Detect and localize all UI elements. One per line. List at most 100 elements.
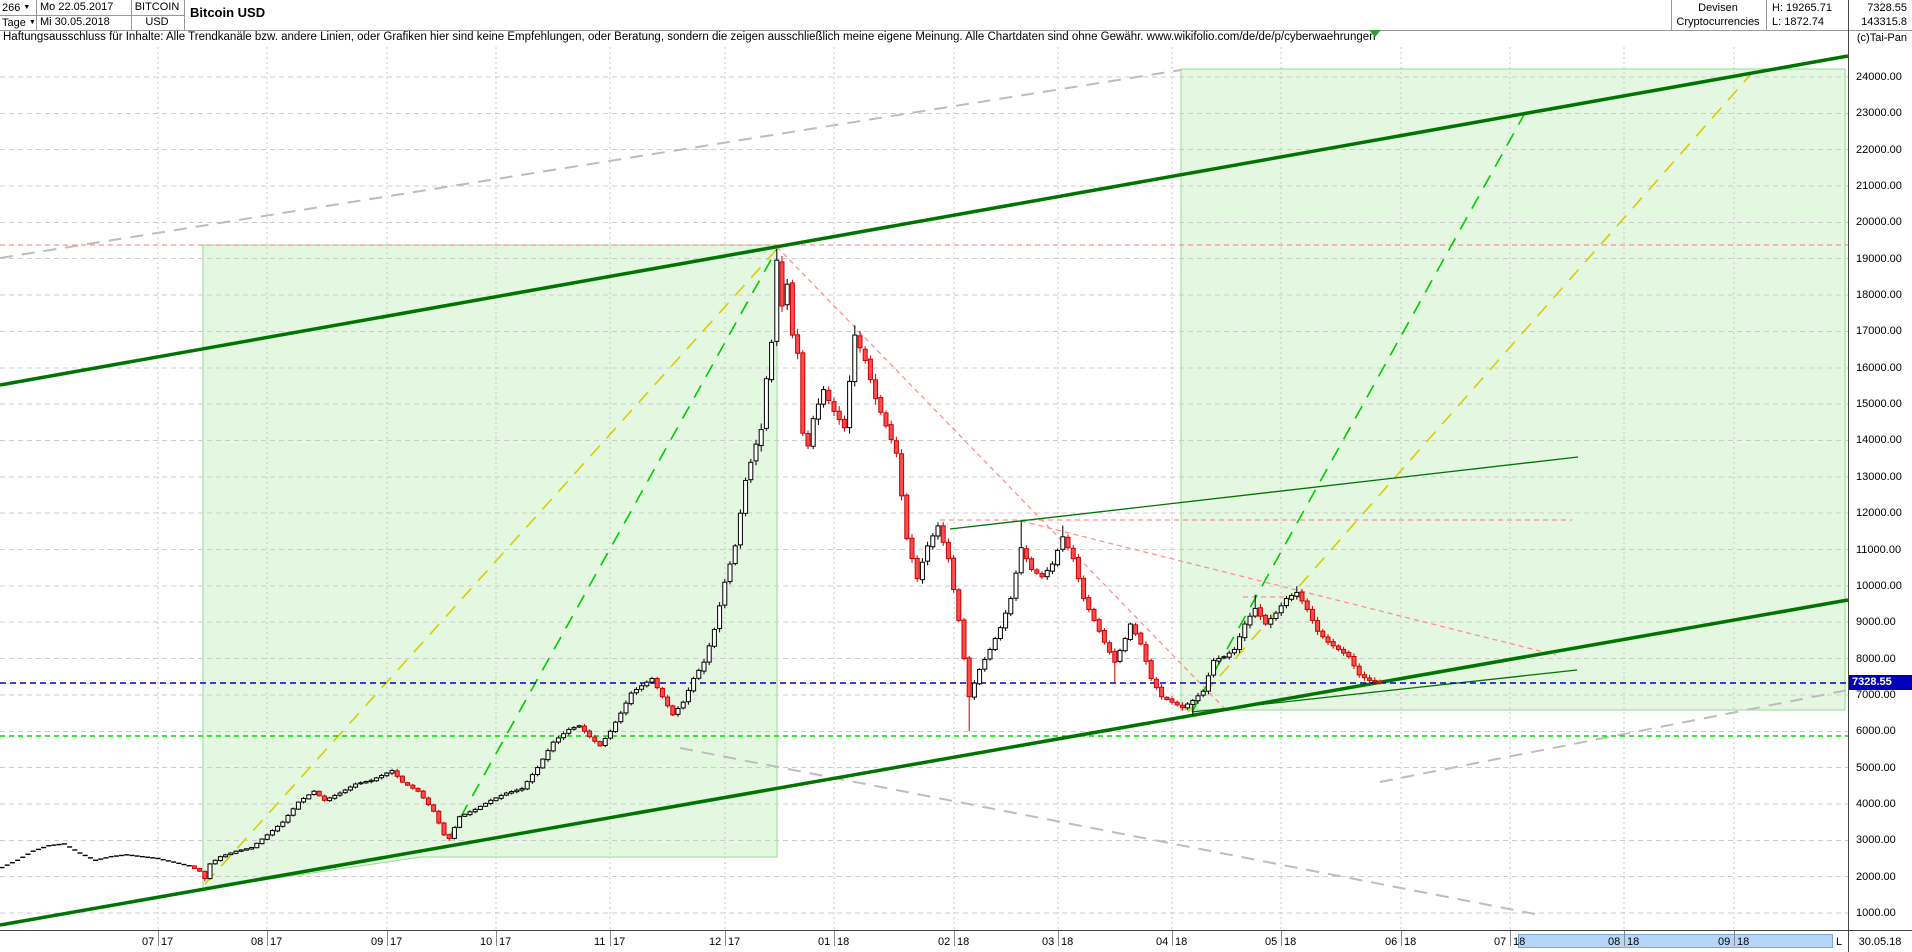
close-mark	[113, 855, 119, 857]
candle-up	[483, 802, 489, 807]
candle-up	[514, 789, 520, 793]
candle-up	[711, 628, 717, 647]
candle-down	[659, 687, 665, 698]
month-tick	[954, 931, 955, 946]
candle-down	[956, 589, 962, 621]
period-dropdown[interactable]: Tage ▼	[2, 17, 36, 29]
price-axis-label: 16000.00	[1856, 361, 1902, 374]
candle-down	[399, 775, 405, 783]
candle-up	[1185, 703, 1191, 709]
month-tick	[610, 931, 611, 946]
candle-down	[321, 795, 327, 801]
year-label: 18	[1404, 936, 1417, 948]
candle-down	[420, 790, 426, 799]
last-date-label: 30.05.18	[1858, 936, 1902, 948]
month-label: 05	[1265, 936, 1278, 948]
candle-down	[1081, 577, 1087, 600]
close-mark	[145, 856, 151, 858]
trend-lines	[0, 54, 1848, 927]
candle-down	[394, 770, 400, 777]
candle-up	[358, 782, 364, 785]
date-axis-panel	[0, 930, 1912, 952]
candle-up	[243, 848, 249, 851]
month-label: 11	[594, 936, 606, 948]
month-label: 04	[1156, 936, 1169, 948]
candle-up	[488, 799, 494, 804]
thin-wedge-support-line	[1191, 669, 1578, 713]
close-mark	[155, 857, 161, 860]
trend-channel-upper	[0, 54, 1848, 387]
candle-up	[223, 854, 229, 858]
candle-down	[1263, 614, 1269, 625]
date-range-highlight[interactable]	[1518, 934, 1833, 948]
candle-up	[1268, 618, 1274, 625]
year-label: 18	[1737, 936, 1750, 948]
candle-up	[342, 789, 348, 794]
candle-up	[987, 648, 993, 660]
candle-up	[238, 849, 244, 852]
candle-down	[431, 804, 437, 812]
candle-down	[670, 705, 676, 716]
page-title: Bitcoin USD	[190, 5, 266, 20]
price-axis-label: 23000.00	[1856, 107, 1902, 120]
candle-down	[597, 741, 603, 747]
candle-down	[587, 730, 593, 738]
candle-down	[1096, 619, 1102, 632]
candle-up	[1294, 591, 1300, 597]
candle-down	[1299, 591, 1305, 602]
candle-up	[290, 808, 296, 816]
bars-count-dropdown[interactable]: 266 ▼	[2, 2, 31, 14]
candle-up	[384, 772, 390, 777]
month-label: 09	[371, 936, 384, 948]
candle-up	[269, 830, 275, 836]
candle-down	[1179, 704, 1185, 709]
candle-down	[415, 787, 421, 792]
candle-down	[191, 865, 197, 869]
candle-down	[795, 334, 801, 354]
candle-down	[436, 810, 442, 824]
candle-up	[602, 738, 608, 747]
candle-down	[1169, 698, 1175, 703]
candle-down	[893, 440, 899, 454]
month-label: 07	[1494, 936, 1507, 948]
candle-down	[1330, 641, 1336, 647]
marker-triangle-icon	[1369, 30, 1381, 37]
candle-down	[592, 736, 598, 742]
year-label: 17	[728, 936, 741, 948]
candle-up	[743, 479, 749, 514]
candle-down	[966, 657, 972, 698]
candle-up	[982, 658, 988, 670]
candle-down	[1070, 547, 1076, 560]
candle-up	[332, 794, 338, 799]
candle-up	[607, 730, 613, 739]
candle-down	[1325, 636, 1331, 643]
close-mark	[35, 848, 41, 851]
price-axis-label: 4000.00	[1856, 797, 1896, 810]
close-mark	[103, 857, 109, 859]
candle-down	[904, 494, 910, 540]
candle-down	[1159, 686, 1165, 698]
close-mark	[98, 858, 104, 860]
close-mark	[181, 863, 187, 866]
month-label: 01	[818, 936, 831, 948]
candle-up	[373, 777, 379, 782]
candle-down	[441, 822, 447, 836]
month-tick	[834, 931, 835, 946]
year-label: 18	[1627, 936, 1640, 948]
candle-up	[254, 842, 260, 849]
month-tick	[1510, 931, 1511, 946]
period-high: H: 19265.71	[1772, 2, 1832, 14]
candle-up	[997, 627, 1003, 640]
candle-up	[212, 859, 218, 865]
price-axis-label: 17000.00	[1856, 325, 1902, 338]
price-axis-label: 3000.00	[1856, 834, 1896, 847]
candle-down	[1304, 600, 1310, 610]
category-line2: Cryptocurrencies	[1676, 16, 1760, 28]
month-label: 08	[1608, 936, 1621, 948]
candle-up	[280, 821, 286, 827]
close-mark	[165, 860, 171, 862]
year-label: 17	[613, 936, 626, 948]
candle-down	[197, 868, 203, 872]
candle-up	[1122, 638, 1128, 652]
candle-up	[1278, 605, 1284, 614]
